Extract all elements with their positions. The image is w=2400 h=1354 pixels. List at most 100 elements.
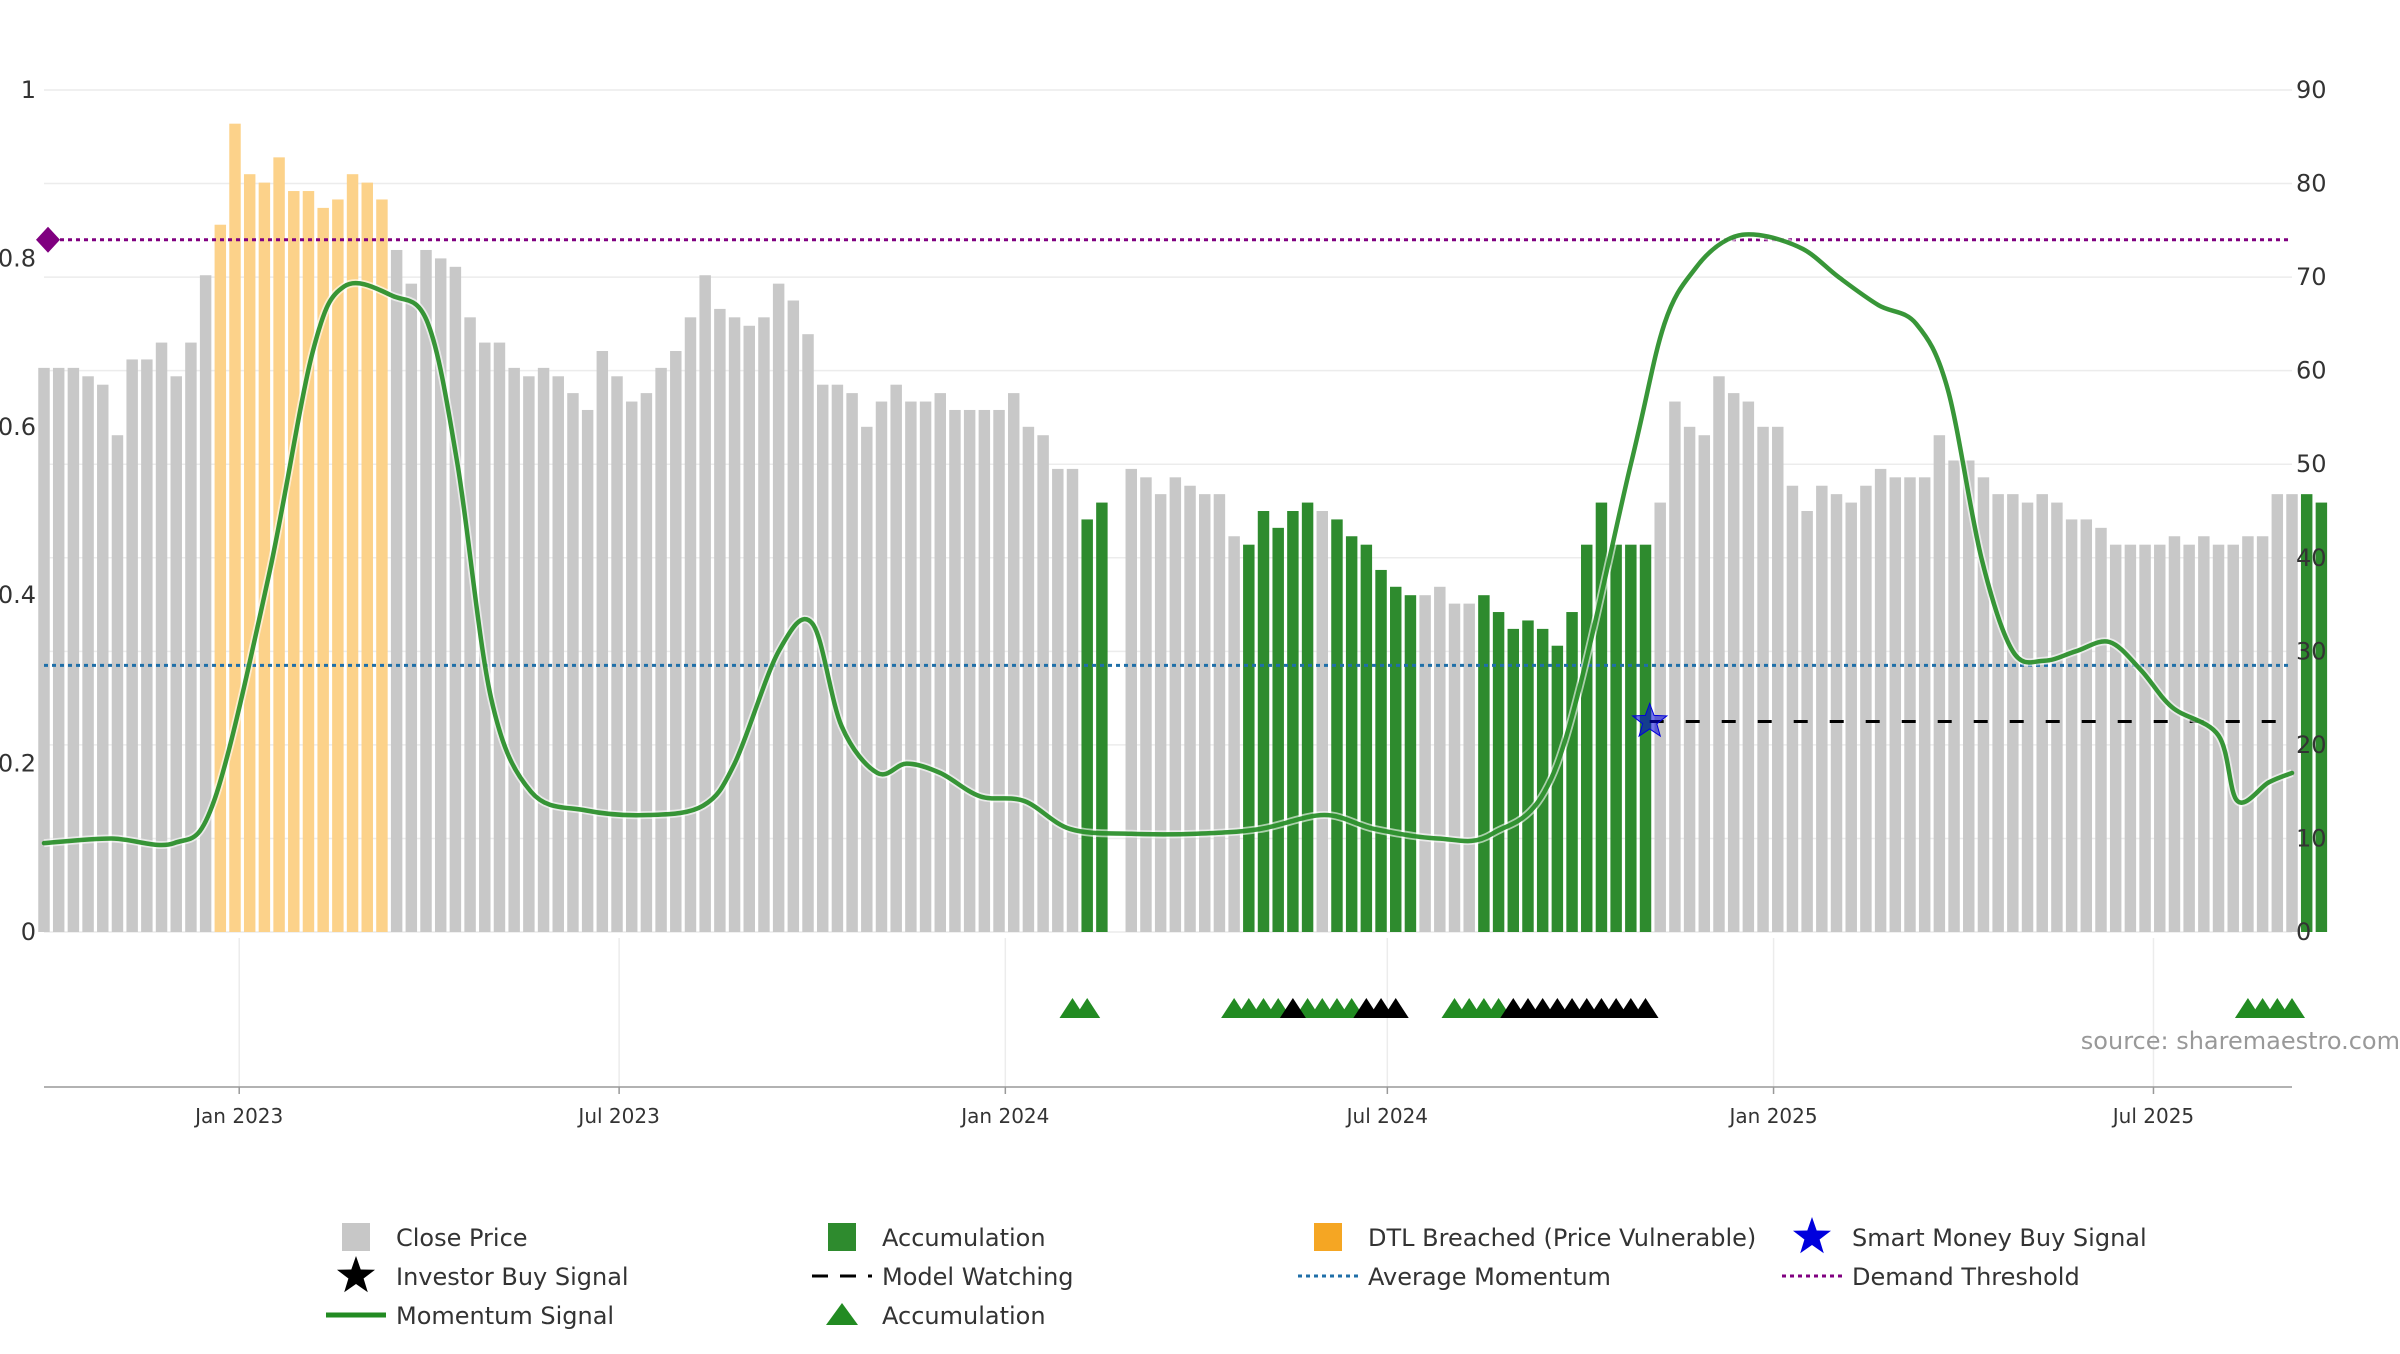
close-price-bar: [846, 393, 858, 932]
close-price-bar: [743, 325, 755, 932]
accumulation-bar: [1390, 586, 1402, 932]
close-price-bar: [141, 359, 153, 932]
close-price-bar: [1948, 460, 1960, 932]
reference-lines: [36, 226, 2292, 723]
close-price-bar: [67, 367, 80, 932]
close-price-bar: [82, 376, 94, 932]
close-price-bar: [2080, 519, 2093, 932]
legend-star: [1793, 1217, 1831, 1254]
dtl-breached-bar: [317, 207, 329, 932]
close-price-bar: [1816, 485, 1828, 932]
close-price-bar: [831, 384, 844, 932]
close-price-bar: [2007, 494, 2019, 932]
close-price-bar: [978, 409, 991, 933]
legend-swatch: [828, 1223, 856, 1251]
close-price-bar: [2095, 527, 2107, 932]
close-price-bar: [611, 376, 623, 932]
close-price-bar: [449, 266, 462, 932]
close-price-bar: [1845, 502, 1857, 932]
accumulation-bar: [1272, 527, 1284, 932]
legend-swatch: [1314, 1223, 1342, 1251]
accumulation-bar: [1478, 595, 1490, 932]
close-price-bar: [1463, 603, 1475, 932]
y-right-tick-label: 30: [2296, 637, 2327, 665]
demand-threshold-marker: [36, 226, 60, 253]
close-price-bar: [684, 317, 697, 933]
source-note: source: sharemaestro.com: [2081, 1027, 2400, 1055]
accumulation-bar: [1639, 544, 1652, 932]
close-price-bar: [890, 384, 902, 932]
legend-label: Demand Threshold: [1852, 1263, 2080, 1291]
legend-label: Momentum Signal: [396, 1302, 614, 1330]
y-right-tick-label: 50: [2296, 450, 2327, 478]
close-price-bar: [1199, 494, 1211, 932]
close-price-bars: [38, 123, 2328, 933]
y-right-tick-label: 40: [2296, 544, 2327, 572]
accumulation-bar: [1404, 595, 1417, 932]
y-right-tick-label: 0: [2296, 918, 2311, 946]
y-right-tick-label: 10: [2296, 824, 2327, 852]
legend-label: Accumulation: [882, 1302, 1046, 1330]
close-price-bar: [1977, 477, 1990, 932]
accumulation-triangle: [1074, 998, 1101, 1018]
close-price-bar: [523, 376, 535, 932]
momentum-signal-layer: [41, 230, 2295, 850]
dtl-breached-bar: [258, 182, 271, 932]
dtl-breached-bar: [214, 224, 227, 933]
y-left-tick-label: 0.8: [0, 244, 36, 272]
close-price-bar: [2256, 536, 2269, 932]
close-price-bar: [405, 283, 418, 932]
y-right-tick-label: 60: [2296, 357, 2327, 385]
close-price-bar: [640, 393, 653, 932]
accumulation-bar: [1257, 511, 1270, 932]
legend: Close Price Accumulation DTL Breached (Pri…: [326, 1217, 2147, 1330]
dtl-breached-bar: [376, 199, 388, 932]
y-left-tick-label: 0.2: [0, 750, 36, 778]
y-left-tick-label: 0.6: [0, 413, 36, 441]
accumulation-bar: [1492, 612, 1505, 932]
close-price-bar: [2124, 544, 2137, 932]
close-price-bar: [1874, 468, 1887, 932]
close-price-bar: [1228, 536, 1240, 932]
close-price-bar: [2227, 544, 2239, 932]
accumulation-bar: [1360, 544, 1373, 932]
close-price-bar: [1889, 477, 1902, 932]
x-tick-label: Jul 2025: [2111, 1104, 2194, 1128]
close-price-bar: [420, 249, 432, 933]
dtl-breached-bar: [332, 199, 344, 932]
close-price-bar: [1316, 511, 1329, 932]
close-price-bar: [1007, 393, 1020, 932]
close-price-bar: [111, 435, 124, 932]
close-price-bar: [949, 409, 961, 933]
close-price-bar: [993, 409, 1005, 933]
close-price-bar: [2139, 544, 2151, 932]
y-right-tick-label: 80: [2296, 170, 2327, 198]
accumulation-bar: [1081, 519, 1093, 932]
close-price-bar: [802, 334, 814, 932]
close-price-bar: [1140, 477, 1152, 932]
close-price-bar: [1448, 603, 1461, 932]
accumulation-bar: [1522, 620, 1534, 932]
dtl-breached-bar: [346, 174, 359, 932]
close-price-bar: [1213, 494, 1226, 932]
close-price-bar: [1169, 477, 1182, 932]
investor-buy-triangle: [1279, 998, 1306, 1018]
close-price-bar: [1918, 477, 1931, 932]
momentum-signal-line: [41, 232, 2295, 848]
close-price-bar: [1713, 376, 1725, 932]
close-price-bar: [655, 367, 667, 932]
legend-label: Average Momentum: [1368, 1263, 1611, 1291]
accumulation-bar: [1301, 502, 1314, 932]
close-price-bar: [2051, 502, 2063, 932]
close-price-bar: [1860, 485, 1872, 932]
close-price-bar: [2109, 544, 2122, 932]
accumulation-bar: [1625, 544, 1637, 932]
legend-swatch: [342, 1223, 370, 1251]
y-right-tick-label: 90: [2296, 76, 2327, 104]
close-price-bar: [1052, 468, 1064, 932]
investor-buy-triangle: [1382, 998, 1409, 1018]
close-price-bar: [2036, 494, 2048, 932]
close-price-bar: [1434, 586, 1446, 932]
close-price-bar: [38, 367, 50, 932]
close-price-bar: [1904, 477, 1916, 932]
